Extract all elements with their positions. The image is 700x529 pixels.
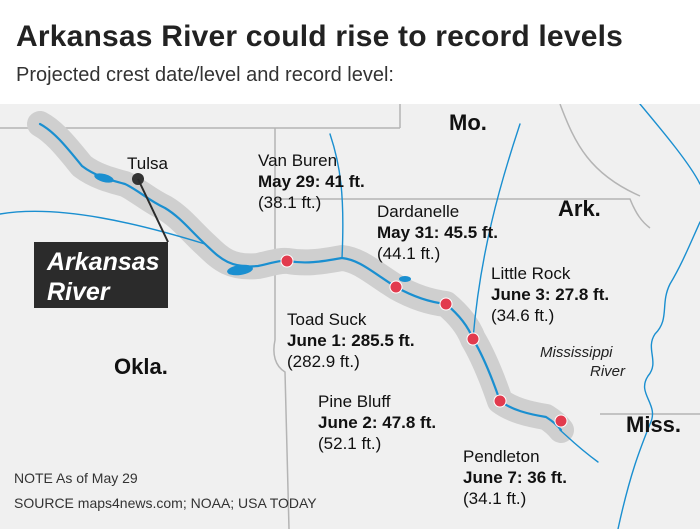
gauge-marker-pendleton	[554, 414, 568, 428]
header: Arkansas River could rise to record leve…	[0, 0, 700, 104]
gauge-crest-pendleton: June 7: 36 ft.	[463, 468, 567, 487]
page-subtitle: Projected crest date/level and record le…	[16, 64, 394, 86]
state-borders	[0, 104, 700, 529]
gauge-crest-dardanelle: May 31: 45.5 ft.	[377, 223, 498, 242]
gauge-name-pine-bluff: Pine Bluff	[318, 392, 391, 411]
state-label-ark: Ark.	[558, 196, 601, 221]
river-canadian	[0, 210, 206, 245]
gauge-marker-van-buren	[280, 254, 294, 268]
gauge-record-little-rock: (34.6 ft.)	[491, 306, 554, 325]
mississippi-label-line1: Mississippi	[540, 344, 613, 361]
river-label-box	[34, 242, 168, 308]
gauge-crest-toad-suck: June 1: 285.5 ft.	[287, 331, 415, 350]
gauge-crest-van-buren: May 29: 41 ft.	[258, 172, 365, 191]
state-label-miss: Miss.	[626, 412, 681, 437]
rivers	[0, 104, 700, 529]
border-missouri-arkansas	[275, 198, 651, 229]
gauge-name-van-buren: Van Buren	[258, 151, 337, 170]
gauge-marker-toad-suck	[466, 332, 480, 346]
reservoir-dardanelle	[399, 276, 411, 282]
arkansas-river	[38, 122, 563, 432]
border-missouri-east	[559, 104, 641, 197]
map-area: Tulsa Arkansas River Mo. Ark. Okla. Miss…	[0, 104, 700, 529]
gauge-name-little-rock: Little Rock	[491, 264, 571, 283]
gauge-record-dardanelle: (44.1 ft.)	[377, 244, 440, 263]
border-oklahoma-arkansas	[273, 128, 290, 529]
gauge-marker-pine-bluff	[493, 394, 507, 408]
river-northeast	[639, 104, 700, 185]
gauge-name-dardanelle: Dardanelle	[377, 202, 459, 221]
river-confluence	[559, 429, 599, 463]
footer-note: NOTE As of May 29	[14, 470, 138, 486]
gauge-name-pendleton: Pendleton	[463, 447, 540, 466]
river-label-line2: River	[47, 278, 111, 306]
river-label-leader	[137, 178, 169, 243]
state-label-okla: Okla.	[114, 354, 168, 379]
gauge-marker-dardanelle	[389, 280, 403, 294]
gauge-marker-little-rock	[439, 297, 453, 311]
gauge-record-pendleton: (34.1 ft.)	[463, 489, 526, 508]
river-white	[472, 123, 521, 340]
mississippi-label-line2: River	[590, 363, 626, 380]
gauge-crest-little-rock: June 3: 27.8 ft.	[491, 285, 609, 304]
river-illinois	[329, 133, 344, 259]
page-title: Arkansas River could rise to record leve…	[16, 20, 624, 53]
gauge-record-van-buren: (38.1 ft.)	[258, 193, 321, 212]
gauge-markers	[280, 254, 568, 428]
gauge-record-pine-bluff: (52.1 ft.)	[318, 434, 381, 453]
city-label-tulsa: Tulsa	[127, 154, 168, 173]
gauge-name-toad-suck: Toad Suck	[287, 310, 367, 329]
mississippi-river	[617, 221, 700, 529]
footer-source: SOURCE maps4news.com; NOAA; USA TODAY	[14, 495, 317, 511]
river-label-line1: Arkansas	[46, 248, 160, 276]
map-canvas: Tulsa Arkansas River Mo. Ark. Okla. Miss…	[0, 104, 700, 529]
gauge-record-toad-suck: (282.9 ft.)	[287, 352, 360, 371]
gauge-crest-pine-bluff: June 2: 47.8 ft.	[318, 413, 436, 432]
state-label-mo: Mo.	[449, 110, 487, 135]
